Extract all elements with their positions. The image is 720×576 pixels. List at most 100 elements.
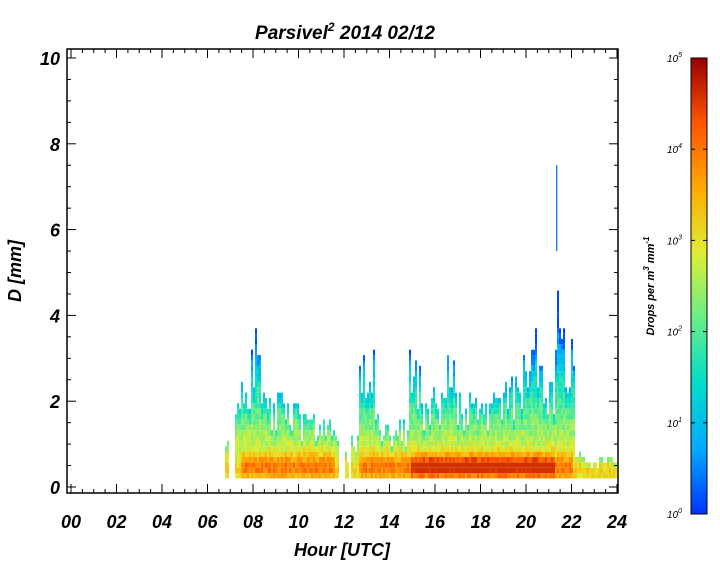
colorbar-label-main: Drops per m: [645, 270, 657, 335]
heatmap-cell: [533, 403, 535, 409]
heatmap-cell: [367, 408, 369, 415]
heatmap-cell: [277, 392, 279, 398]
heatmap-cell: [583, 462, 585, 468]
heatmap-cell: [409, 473, 411, 479]
heatmap-cell: [375, 446, 377, 452]
heatmap-cell: [447, 467, 449, 474]
heatmap-cell: [509, 435, 511, 441]
heatmap-cell: [511, 467, 513, 474]
heatmap-cell: [439, 430, 441, 436]
heatmap-cell: [325, 462, 327, 468]
heatmap-cell: [551, 408, 553, 415]
heatmap-cell: [281, 397, 283, 404]
heatmap-cell: [567, 414, 569, 420]
heatmap-cell: [565, 435, 567, 441]
heatmap-cell: [539, 365, 541, 372]
heatmap-cell: [413, 440, 415, 447]
heatmap-cell: [537, 408, 539, 415]
heatmap-cell: [477, 473, 479, 479]
heatmap-cell: [251, 462, 253, 468]
heatmap-cell: [365, 419, 367, 425]
heatmap-cell: [247, 456, 249, 463]
heatmap-cell: [383, 440, 385, 447]
heatmap-cell: [459, 414, 461, 420]
heatmap-cell: [589, 467, 591, 474]
heatmap-cell: [523, 408, 525, 415]
heatmap-cell: [529, 414, 531, 420]
heatmap-cell: [245, 430, 247, 436]
heatmap-cell: [323, 467, 325, 474]
heatmap-cell: [571, 376, 573, 382]
heatmap-cell: [241, 462, 243, 468]
heatmap-cell: [275, 435, 277, 441]
heatmap-cell: [471, 467, 473, 474]
heatmap-cell: [409, 435, 411, 441]
heatmap-cell: [579, 451, 581, 457]
heatmap-cell: [503, 419, 505, 425]
heatmap-cell: [239, 456, 241, 463]
heatmap-cell: [375, 424, 377, 431]
heatmap-cell: [371, 424, 373, 431]
heatmap-cell: [409, 408, 411, 415]
heatmap-cell: [245, 397, 247, 404]
heatmap-cell: [437, 440, 439, 447]
heatmap-cell: [571, 397, 573, 404]
heatmap-cell: [433, 414, 435, 420]
heatmap-cell: [541, 451, 543, 457]
heatmap-cell: [413, 397, 415, 404]
heatmap-cell: [273, 462, 275, 468]
heatmap-cell: [507, 462, 509, 468]
heatmap-cell: [571, 344, 573, 350]
heatmap-cell: [245, 446, 247, 452]
heatmap-cell: [241, 387, 243, 393]
heatmap-cell: [559, 365, 561, 372]
heatmap-cell: [243, 456, 245, 463]
heatmap-cell: [409, 381, 411, 388]
heatmap-cell: [461, 419, 463, 425]
heatmap-cell: [545, 408, 547, 415]
heatmap-cell: [511, 451, 513, 457]
heatmap-cell: [273, 414, 275, 420]
heatmap-cell: [569, 462, 571, 468]
heatmap-cell: [479, 414, 481, 420]
heatmap-cell: [249, 462, 251, 468]
heatmap-cell: [437, 408, 439, 415]
heatmap-cell: [525, 462, 527, 468]
heatmap-cell: [307, 462, 309, 468]
heatmap-cell: [389, 446, 391, 452]
heatmap-cell: [299, 424, 301, 431]
heatmap-cell: [367, 440, 369, 447]
heatmap-cell: [503, 403, 505, 409]
heatmap-cell: [421, 473, 423, 479]
heatmap-cell: [531, 446, 533, 452]
heatmap-cell: [459, 408, 461, 415]
heatmap-cell: [275, 440, 277, 447]
heatmap-cell: [265, 451, 267, 457]
heatmap-cell: [255, 349, 257, 356]
heatmap-cell: [279, 451, 281, 457]
heatmap-cell: [427, 435, 429, 441]
heatmap-cell: [501, 456, 503, 463]
heatmap-cell: [465, 435, 467, 441]
heatmap-cell: [551, 440, 553, 447]
heatmap-cell: [269, 440, 271, 447]
heatmap-cell: [489, 419, 491, 425]
heatmap-cell: [465, 462, 467, 468]
x-tick-label: 02: [106, 512, 126, 532]
heatmap-cell: [383, 473, 385, 479]
heatmap-cell: [309, 451, 311, 457]
heatmap-cell: [377, 440, 379, 447]
heatmap-cell: [527, 408, 529, 415]
heatmap-cell: [443, 456, 445, 463]
heatmap-cell: [275, 456, 277, 463]
heatmap-cell: [385, 467, 387, 474]
heatmap-cell: [579, 473, 581, 479]
heatmap-cell: [601, 456, 603, 463]
heatmap-cell: [425, 424, 427, 431]
heatmap-cell: [563, 446, 565, 452]
heatmap-cell: [545, 440, 547, 447]
heatmap-cell: [443, 430, 445, 436]
heatmap-cell: [381, 467, 383, 474]
heatmap-cell: [409, 365, 411, 372]
heatmap-cell: [361, 451, 363, 457]
